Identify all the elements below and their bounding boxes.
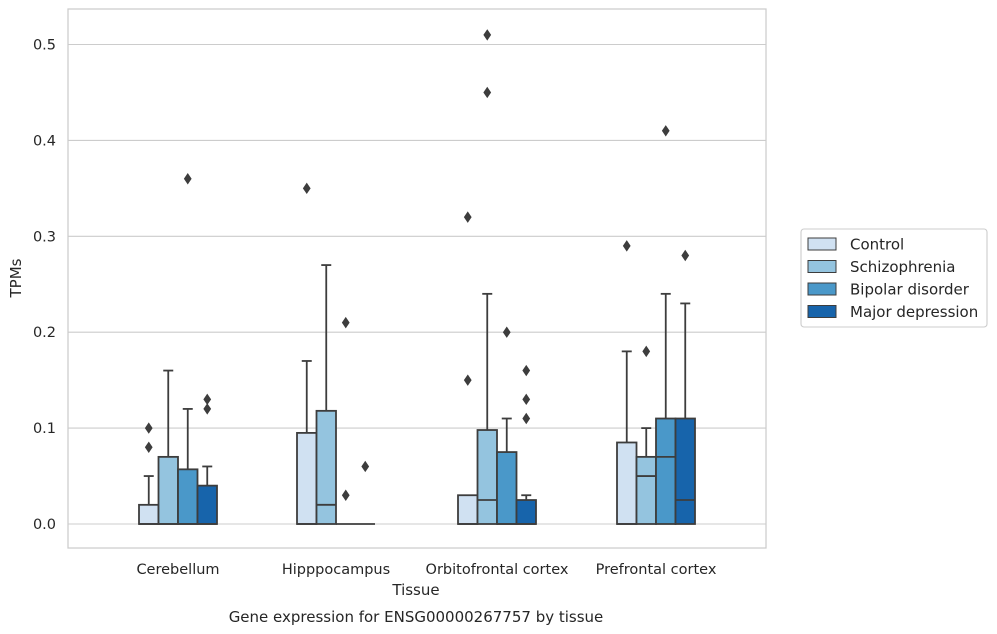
box-major-depression <box>674 249 696 525</box>
x-tick-label: Cerebellum <box>136 562 219 578</box>
x-tick-label: Orbitofrontal cortex <box>426 562 569 578</box>
y-axis-ticks: 0.0 0.1 0.2 0.3 0.4 0.5 <box>33 38 56 534</box>
box-schizophrenia <box>476 29 498 525</box>
outlier-point <box>502 326 511 338</box>
box-schizophrenia <box>315 264 337 525</box>
outlier-point <box>463 374 472 386</box>
outlier-point <box>661 125 670 137</box>
outlier-point <box>522 412 531 425</box>
x-axis-ticks: Cerebellum Hipppocampus Orbitofrontal cort… <box>136 562 716 578</box>
box-body <box>138 503 160 525</box>
box-major-depression <box>355 460 375 525</box>
outlier-point <box>341 489 350 501</box>
x-axis-label: Tissue <box>391 581 439 599</box>
boxes <box>138 29 696 525</box>
x-tick-label: Hipppocampus <box>282 562 390 578</box>
box-body <box>674 417 696 525</box>
legend-frame <box>800 228 988 328</box>
box-body <box>457 494 479 525</box>
outlier-point <box>642 345 651 358</box>
outlier-point <box>144 422 153 434</box>
outlier-point <box>302 182 311 195</box>
legend-swatch <box>807 237 837 251</box>
outlier-point <box>463 211 472 223</box>
box-body <box>616 441 638 525</box>
box-bipolar-disorder <box>177 173 199 525</box>
outlier-point <box>681 249 690 262</box>
legend-label: Control <box>850 236 904 254</box>
outlier-point <box>341 316 350 329</box>
legend-swatch <box>807 305 837 318</box>
box-control <box>138 422 160 525</box>
box-bipolar-disorder <box>655 125 677 525</box>
outlier-point <box>483 29 492 41</box>
legend: Control Schizophrenia Bipolar disorder Majo… <box>800 228 988 328</box>
legend-label: Bipolar disorder <box>850 281 970 299</box>
y-tick-label: 0.3 <box>33 229 56 245</box>
box-control <box>457 211 479 525</box>
y-tick-label: 0.5 <box>33 38 56 54</box>
box-control <box>296 182 318 525</box>
box-body <box>196 484 218 525</box>
box-body <box>157 455 179 525</box>
plot-area-frame <box>67 8 767 549</box>
outlier-point <box>483 86 492 99</box>
outlier-point <box>203 403 212 415</box>
outlier-point <box>203 393 212 406</box>
box-schizophrenia <box>157 369 179 525</box>
box-body <box>515 499 537 525</box>
x-tick-label: Prefrontal cortex <box>596 562 717 578</box>
y-tick-label: 0.0 <box>33 517 56 533</box>
box-major-depression <box>515 364 537 525</box>
outlier-point <box>183 173 192 185</box>
box-body <box>315 409 337 525</box>
legend-label: Schizophrenia <box>850 258 955 276</box>
box-bipolar-disorder <box>336 316 356 525</box>
box-control <box>616 240 638 525</box>
box-schizophrenia <box>635 345 657 525</box>
y-tick-label: 0.2 <box>33 325 56 341</box>
box-body <box>476 429 498 525</box>
box-body <box>655 417 677 525</box>
chart-caption: Gene expression for ENSG00000267757 by t… <box>229 608 604 626</box>
outlier-point <box>361 460 370 473</box>
outlier-point <box>622 240 631 252</box>
outlier-point <box>144 441 153 453</box>
legend-swatch <box>807 260 837 273</box>
box-bipolar-disorder <box>496 326 518 525</box>
box-body <box>635 455 657 525</box>
box-body <box>496 451 518 525</box>
legend-swatch <box>807 282 837 296</box>
y-tick-label: 0.4 <box>33 133 56 149</box>
outlier-point <box>522 364 531 377</box>
legend-label: Major depression <box>850 303 978 321</box>
y-tick-label: 0.1 <box>33 421 56 437</box>
y-axis-label: TPMs <box>7 258 25 298</box>
box-major-depression <box>196 393 218 525</box>
box-body <box>177 468 199 525</box>
box-body <box>296 431 318 525</box>
outlier-point <box>522 393 531 406</box>
